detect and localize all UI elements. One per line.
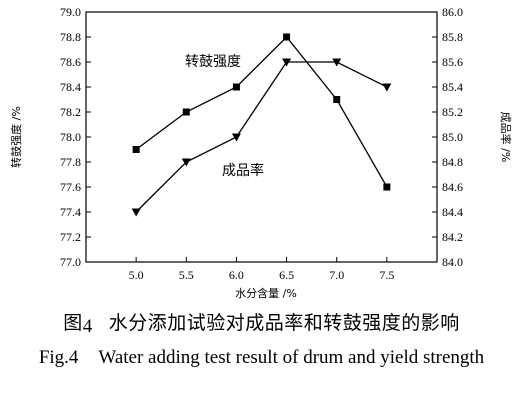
right-tick-label: 85.4 — [442, 80, 463, 94]
right-tick-label: 84.4 — [442, 205, 463, 219]
data-point-triangle — [131, 208, 141, 217]
right-tick-label: 85.2 — [442, 105, 463, 119]
caption-zh-number: 4 — [82, 316, 93, 337]
right-tick-label: 84.0 — [442, 255, 463, 269]
x-tick-label: 6.0 — [229, 268, 244, 282]
left-tick-label: 77.8 — [60, 155, 81, 169]
right-tick-label: 85.0 — [442, 130, 463, 144]
right-tick-label: 86.0 — [442, 5, 463, 19]
caption-en-text: Water adding test result of drum and yie… — [98, 347, 485, 368]
left-axis-title: 转鼓强度 /% — [9, 106, 23, 168]
figure-caption-english: Fig.4 Water adding test result of drum an… — [20, 344, 503, 371]
caption-zh-text: 水分添加试验对成品率和转鼓强度的影响 — [108, 312, 460, 334]
data-point-square — [132, 146, 140, 153]
right-tick-label: 84.8 — [442, 155, 463, 169]
left-tick-label: 78.8 — [60, 30, 81, 44]
x-tick-label: 7.5 — [379, 268, 394, 282]
plot-frame — [85, 11, 438, 263]
left-tick-label: 78.4 — [60, 80, 81, 94]
series-line-0 — [135, 36, 388, 188]
data-point-triangle — [282, 58, 292, 67]
figure-caption-chinese: 图4 水分添加试验对成品率和转鼓强度的影响 — [0, 308, 523, 338]
left-tick-label: 77.2 — [60, 230, 81, 244]
data-point-triangle — [181, 158, 191, 167]
right-axis-title: 成品率 /% — [499, 112, 513, 163]
data-point-square — [383, 183, 391, 191]
left-tick-label: 79.0 — [60, 5, 81, 19]
series-group — [131, 33, 392, 217]
x-tick-label: 6.5 — [279, 268, 294, 282]
series-label-yield: 成品率 — [222, 162, 264, 179]
data-point-square — [283, 33, 291, 41]
left-tick-label: 77.0 — [60, 255, 81, 269]
left-tick-label: 78.0 — [60, 130, 81, 144]
data-point-triangle — [231, 133, 241, 142]
left-tick-label: 78.2 — [60, 105, 81, 119]
left-tick-label: 77.6 — [60, 180, 81, 194]
x-axis-title: 水分含量 /% — [235, 286, 297, 300]
x-tick-label: 5.5 — [179, 268, 194, 282]
x-tick-label: 7.0 — [329, 268, 344, 282]
data-point-triangle — [332, 58, 342, 67]
right-axis-ticks: 84.0 84.2 84.4 84.6 84.8 85.0 85.2 85.4 85.6 85.8… — [432, 5, 463, 269]
left-tick-label: 78.6 — [60, 55, 81, 69]
x-tick-label: 5.0 — [129, 268, 144, 282]
right-tick-label: 84.2 — [442, 230, 463, 244]
left-axis-ticks: 77.0 77.2 77.4 77.6 77.8 78.0 78.2 78.4 78.6 78.8… — [60, 5, 91, 269]
caption-en-prefix: Fig.4 — [38, 347, 79, 368]
data-point-square — [333, 96, 341, 103]
series-label-drum-strength: 转鼓强度 — [185, 54, 241, 70]
series-line-1 — [135, 61, 388, 213]
right-tick-label: 85.8 — [442, 30, 463, 44]
data-point-triangle — [382, 83, 392, 92]
right-tick-label: 85.6 — [442, 55, 463, 69]
data-point-square — [182, 108, 190, 116]
right-tick-label: 84.6 — [442, 180, 463, 194]
data-point-square — [232, 83, 240, 91]
left-tick-label: 77.4 — [60, 205, 81, 219]
caption-zh-prefix: 图 — [63, 312, 83, 334]
dual-axis-line-chart: 77.0 77.2 77.4 77.6 77.8 78.0 78.2 78.4 78.6 78.8… — [9, 5, 513, 300]
x-axis-ticks: 5.0 5.5 6.0 6.5 7.0 7.5 — [129, 257, 394, 282]
